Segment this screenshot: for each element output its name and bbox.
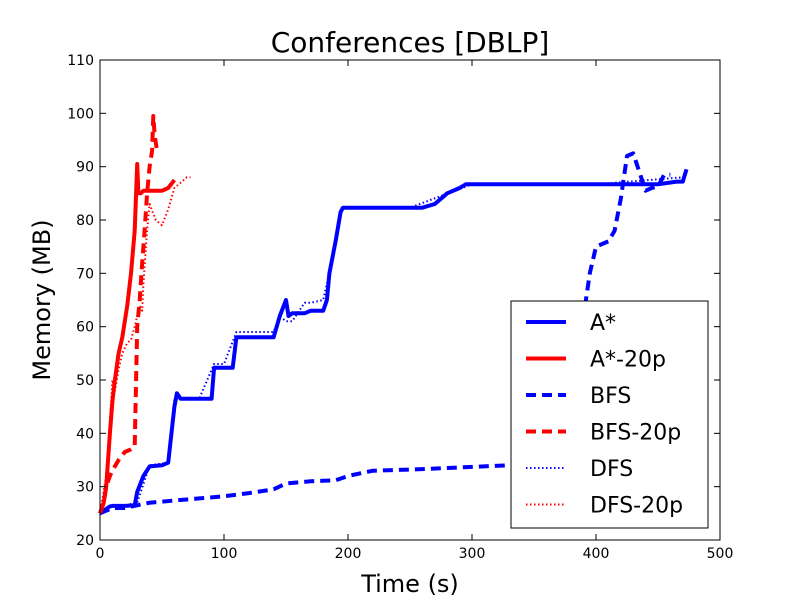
series-line-a-20p bbox=[98, 162, 176, 514]
x-tick-label: 300 bbox=[459, 546, 486, 562]
legend: A* A*-20p BFS BFS-20p DFS DFS-20p bbox=[510, 300, 709, 529]
x-tick-label: 200 bbox=[335, 546, 362, 562]
y-tick-label: 70 bbox=[76, 266, 94, 282]
ticks-group: 0 100 200 300 400 500 20 30 40 50 60 70 80 90 100 110 bbox=[67, 53, 733, 562]
legend-label: DFS-20p bbox=[590, 494, 683, 519]
y-tick-label: 60 bbox=[76, 320, 94, 336]
y-tick-label: 110 bbox=[67, 53, 94, 69]
series-line-bfs-20p bbox=[98, 114, 159, 514]
chart-title: Conferences [DBLP] bbox=[271, 26, 550, 59]
plot-frame bbox=[99, 59, 721, 541]
legend-label: BFS-20p bbox=[590, 421, 681, 446]
series-line-bfs bbox=[99, 151, 671, 516]
x-tick-label: 400 bbox=[583, 546, 610, 562]
series-line-dfs bbox=[99, 176, 683, 515]
legend-box bbox=[510, 300, 709, 529]
series-line-dfs-20p bbox=[99, 176, 191, 514]
legend-label: DFS bbox=[590, 457, 633, 482]
legend-label: A*-20p bbox=[590, 348, 666, 373]
y-tick-label: 80 bbox=[76, 213, 94, 229]
series-line-a- bbox=[98, 168, 689, 515]
y-tick-label: 90 bbox=[76, 160, 94, 176]
y-tick-label: 40 bbox=[76, 426, 94, 442]
legend-label: BFS bbox=[590, 384, 631, 409]
y-tick-label: 100 bbox=[67, 106, 94, 122]
x-tick-label: 0 bbox=[96, 546, 105, 562]
y-axis-label: Memory (MB) bbox=[28, 219, 56, 380]
x-tick-label: 100 bbox=[211, 546, 238, 562]
x-tick-label: 500 bbox=[707, 546, 734, 562]
y-tick-label: 50 bbox=[76, 373, 94, 389]
x-axis-label: Time (s) bbox=[360, 570, 459, 598]
series-group bbox=[98, 114, 689, 516]
y-tick-label: 20 bbox=[76, 533, 94, 549]
legend-label: A* bbox=[590, 311, 616, 336]
y-tick-label: 30 bbox=[76, 480, 94, 496]
